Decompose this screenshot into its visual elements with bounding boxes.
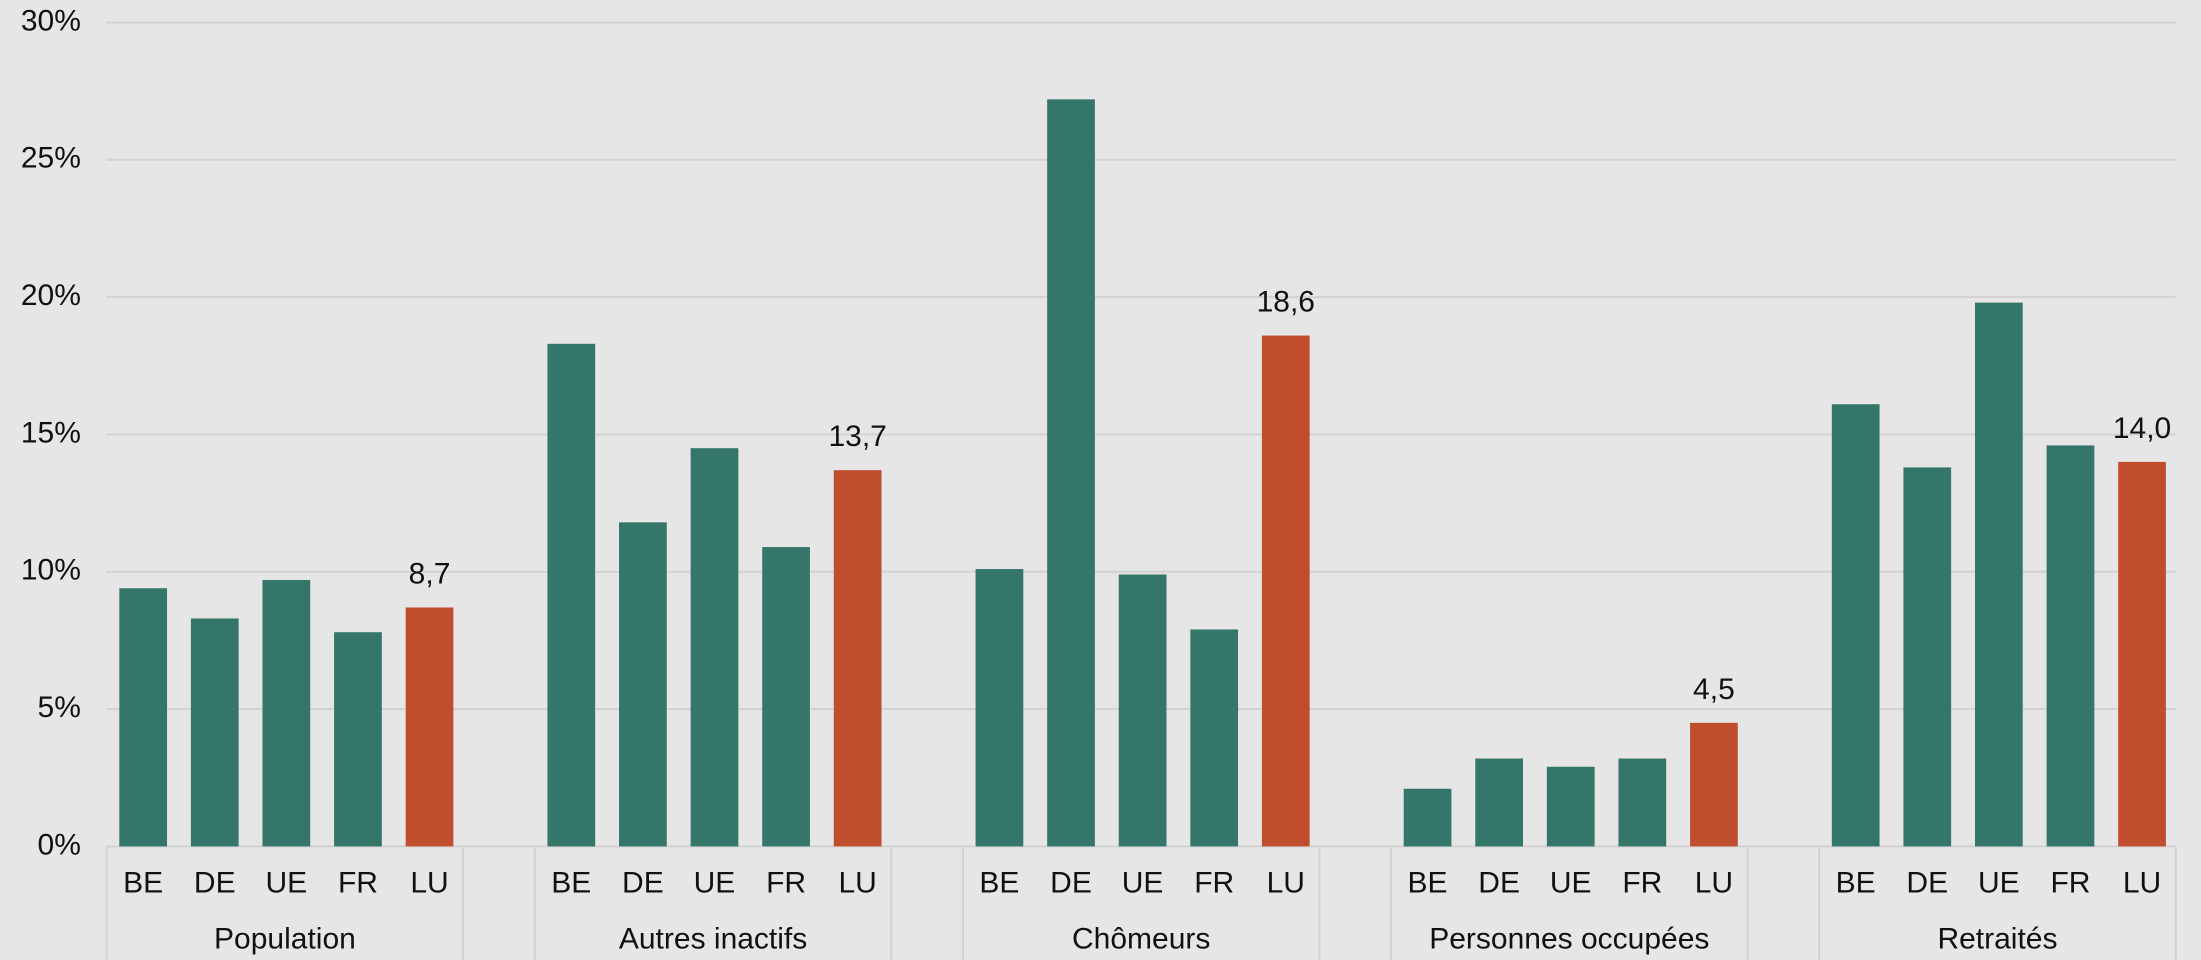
x-tick-label: BE <box>979 866 1019 899</box>
x-tick-label: UE <box>1550 866 1592 899</box>
x-tick-label: LU <box>410 866 448 899</box>
data-label: 4,5 <box>1693 673 1735 706</box>
x-tick-label: FR <box>766 866 806 899</box>
bar <box>1475 758 1524 847</box>
group-label: Autres inactifs <box>619 922 807 955</box>
bar <box>690 448 739 847</box>
x-tick-label: DE <box>1478 866 1520 899</box>
bar <box>405 607 454 847</box>
x-tick-label: UE <box>1122 866 1164 899</box>
data-label: 14,0 <box>2113 412 2171 445</box>
x-tick-label: DE <box>622 866 664 899</box>
bar <box>1118 574 1167 847</box>
group-label: Population <box>214 922 356 955</box>
bar <box>1403 788 1452 847</box>
bar <box>833 470 882 847</box>
x-tick-label: DE <box>194 866 236 899</box>
bar <box>1903 467 1952 847</box>
x-tick-label: DE <box>1050 866 1092 899</box>
bar <box>762 547 810 847</box>
x-tick-label: FR <box>1622 866 1662 899</box>
group-label: Chômeurs <box>1072 922 1210 955</box>
bar <box>1190 629 1239 847</box>
x-tick-label: BE <box>551 866 591 899</box>
x-tick-label: LU <box>1695 866 1733 899</box>
y-tick-label: 25% <box>21 142 81 175</box>
x-tick-label: BE <box>1836 866 1876 899</box>
bar <box>975 569 1024 847</box>
bar <box>119 588 168 847</box>
y-tick-label: 20% <box>21 279 81 312</box>
bar <box>1618 758 1667 847</box>
y-tick-label: 15% <box>21 416 81 449</box>
x-tick-label: UE <box>266 866 308 899</box>
x-tick-label: LU <box>838 866 876 899</box>
bar <box>1261 335 1310 847</box>
x-tick-label: FR <box>1194 866 1234 899</box>
data-label: 18,6 <box>1257 285 1315 318</box>
x-tick-label: LU <box>2123 866 2161 899</box>
group-label: Personnes occupées <box>1429 922 1709 955</box>
x-tick-label: BE <box>1408 866 1448 899</box>
bar <box>2046 445 2095 847</box>
bar <box>190 618 239 847</box>
bar <box>1546 766 1595 847</box>
data-label: 8,7 <box>409 557 451 590</box>
data-label: 13,7 <box>828 420 886 453</box>
x-tick-label: BE <box>123 866 163 899</box>
x-tick-label: UE <box>1978 866 2020 899</box>
bar <box>2118 461 2166 847</box>
x-tick-label: LU <box>1267 866 1305 899</box>
bar <box>1975 302 2023 847</box>
x-tick-label: FR <box>2050 866 2090 899</box>
bar <box>334 632 382 847</box>
group-label: Retraités <box>1937 922 2057 955</box>
x-tick-label: UE <box>694 866 736 899</box>
bar <box>1690 722 1738 847</box>
y-tick-label: 5% <box>38 691 81 724</box>
y-tick-label: 10% <box>21 554 81 587</box>
x-tick-label: FR <box>338 866 378 899</box>
y-tick-label: 0% <box>38 828 81 861</box>
y-tick-label: 30% <box>21 4 81 37</box>
bar <box>1831 404 1880 847</box>
bar <box>547 343 596 847</box>
bar <box>262 580 311 847</box>
x-tick-label: DE <box>1906 866 1948 899</box>
bar <box>619 522 667 847</box>
bar <box>1047 99 1095 847</box>
